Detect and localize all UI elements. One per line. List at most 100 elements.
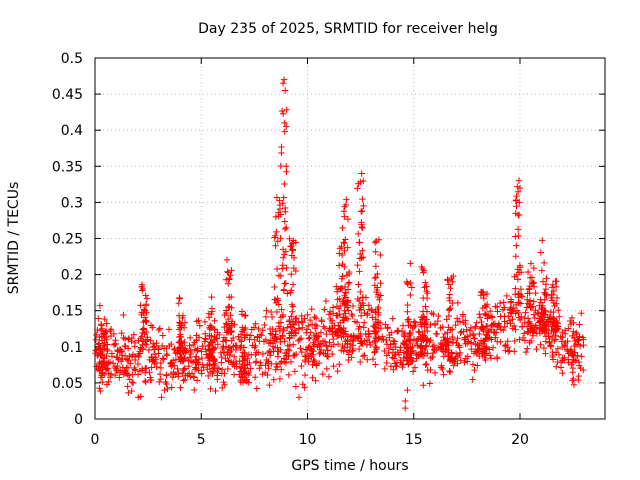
data-point xyxy=(235,333,242,340)
data-point xyxy=(169,374,177,381)
data-point xyxy=(118,352,126,359)
data-point xyxy=(447,304,454,312)
data-point xyxy=(527,260,535,267)
data-point xyxy=(156,325,164,332)
data-point xyxy=(167,359,174,367)
data-point xyxy=(354,261,361,269)
data-point xyxy=(527,304,535,312)
data-point xyxy=(269,325,276,333)
data-point xyxy=(326,339,333,346)
data-point xyxy=(417,335,425,343)
data-point xyxy=(224,351,231,359)
data-point xyxy=(241,312,249,320)
data-point xyxy=(241,332,249,339)
data-point xyxy=(408,284,415,291)
data-point xyxy=(205,372,212,380)
data-point xyxy=(243,370,251,377)
data-point xyxy=(339,342,346,350)
data-point xyxy=(333,288,341,295)
data-point xyxy=(96,385,103,392)
data-point xyxy=(265,365,272,372)
data-point xyxy=(194,347,201,354)
data-point xyxy=(486,352,494,359)
data-point xyxy=(383,341,391,348)
data-point xyxy=(292,383,300,390)
data-point xyxy=(147,337,154,344)
data-point xyxy=(390,366,397,373)
data-point xyxy=(288,308,296,315)
data-point xyxy=(322,297,330,305)
data-point xyxy=(565,348,573,355)
data-point xyxy=(256,365,263,372)
data-point xyxy=(247,332,255,339)
data-point xyxy=(279,262,287,269)
data-point xyxy=(198,348,205,355)
data-point xyxy=(549,348,556,356)
data-point xyxy=(469,376,476,383)
data-point xyxy=(358,207,366,215)
data-point xyxy=(341,213,348,220)
data-point xyxy=(273,228,280,236)
data-point xyxy=(445,338,452,345)
data-point xyxy=(180,377,187,384)
data-point xyxy=(537,296,544,303)
data-point xyxy=(449,278,456,286)
data-point xyxy=(512,285,519,292)
data-point xyxy=(449,326,456,333)
data-point xyxy=(159,332,166,339)
data-point xyxy=(478,324,486,331)
data-point xyxy=(277,366,285,373)
data-point xyxy=(223,256,231,264)
data-point xyxy=(402,404,409,412)
data-point xyxy=(562,330,569,337)
data-point xyxy=(454,299,462,307)
data-point xyxy=(427,366,434,374)
data-point xyxy=(344,215,352,223)
data-point xyxy=(381,365,389,373)
data-point xyxy=(371,274,379,282)
data-point xyxy=(334,367,341,375)
data-point xyxy=(305,355,313,362)
data-point xyxy=(107,326,115,333)
data-point xyxy=(144,334,151,341)
data-point xyxy=(317,349,324,356)
data-point xyxy=(154,344,162,352)
data-point xyxy=(494,323,501,331)
data-point xyxy=(137,335,144,342)
data-point xyxy=(518,293,526,300)
data-point xyxy=(509,316,516,323)
data-point xyxy=(512,326,519,333)
data-point xyxy=(292,267,300,275)
data-point xyxy=(279,246,287,253)
data-point xyxy=(533,345,540,353)
data-point xyxy=(509,325,516,332)
data-point xyxy=(326,327,333,334)
data-point xyxy=(575,358,583,366)
data-point xyxy=(283,123,290,130)
data-point xyxy=(295,394,303,401)
data-point xyxy=(454,353,461,360)
data-point xyxy=(558,343,566,351)
data-point xyxy=(407,291,414,299)
data-point xyxy=(206,357,213,364)
data-point xyxy=(251,374,259,381)
data-point xyxy=(478,318,485,326)
data-point xyxy=(548,284,556,291)
data-point xyxy=(523,345,531,352)
data-point xyxy=(437,339,445,347)
data-point xyxy=(342,310,349,317)
data-point xyxy=(511,348,518,355)
data-point xyxy=(279,311,287,319)
data-point xyxy=(483,301,491,308)
data-point xyxy=(286,330,293,337)
data-point xyxy=(98,325,106,333)
data-point xyxy=(405,318,412,326)
data-point xyxy=(100,331,108,338)
data-point xyxy=(525,286,533,293)
data-point xyxy=(422,279,429,286)
data-point xyxy=(547,319,555,326)
data-point xyxy=(558,338,565,345)
data-point xyxy=(476,310,483,318)
data-point xyxy=(153,363,160,371)
data-point xyxy=(421,327,428,335)
